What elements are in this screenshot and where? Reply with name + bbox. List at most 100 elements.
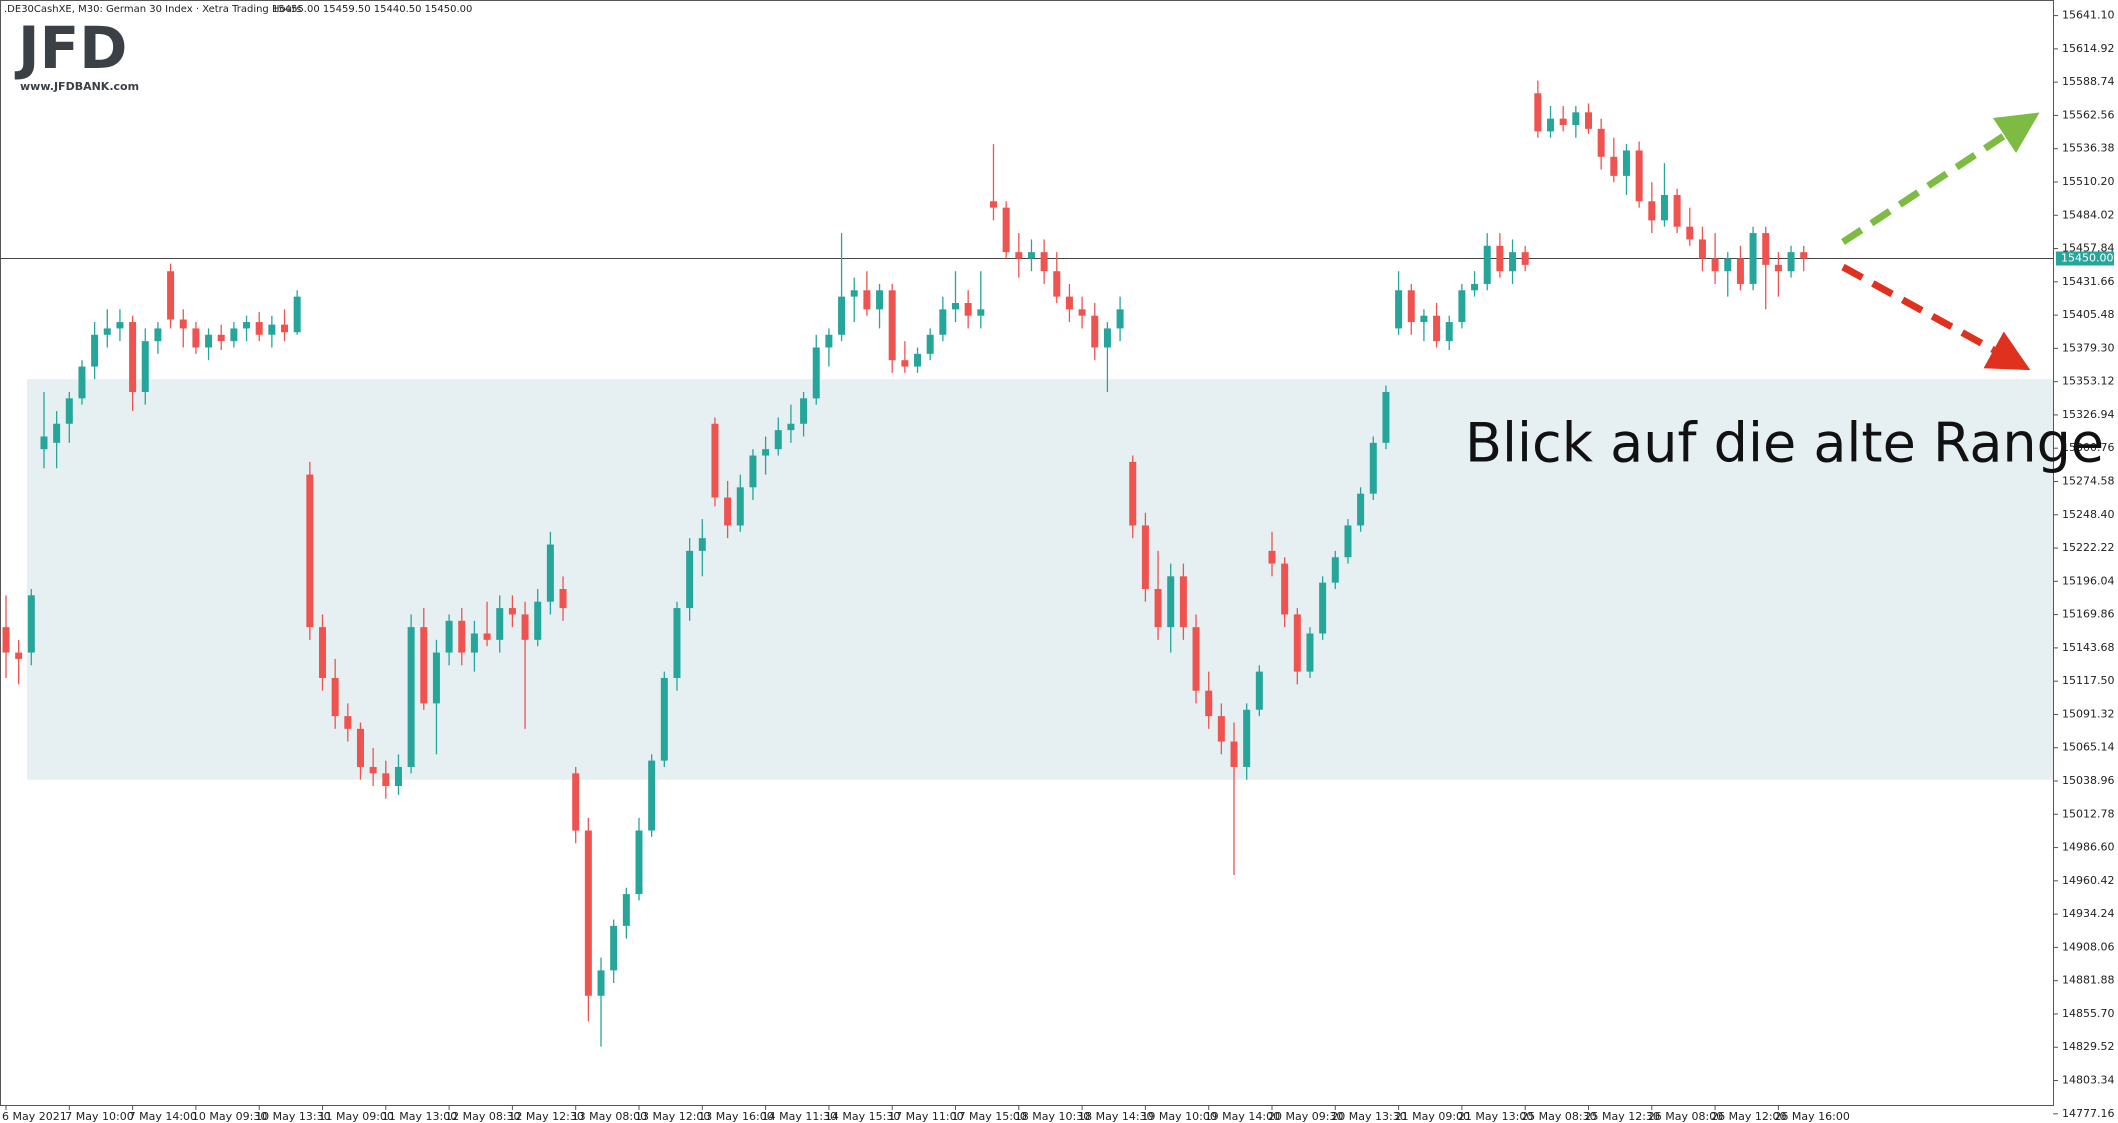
y-tick-label: 14881.88 bbox=[2062, 974, 2115, 987]
candle-body bbox=[838, 296, 846, 335]
candle-body bbox=[1572, 112, 1580, 126]
x-tick-label: 26 May 12:00 bbox=[1711, 1110, 1786, 1123]
candle-body bbox=[686, 550, 694, 609]
candle-body bbox=[306, 474, 314, 628]
candle-body bbox=[1622, 150, 1630, 176]
x-tick-label: 26 May 16:00 bbox=[1774, 1110, 1849, 1123]
candle-body bbox=[1445, 322, 1453, 342]
candle-body bbox=[1015, 252, 1023, 259]
y-tick-label: 15353.12 bbox=[2062, 375, 2115, 388]
x-tick-label: 14 May 15:30 bbox=[825, 1110, 900, 1123]
y-tick-label: 15248.40 bbox=[2062, 508, 2115, 521]
y-tick-label: 15091.32 bbox=[2062, 707, 2115, 720]
x-tick-label: 26 May 08:00 bbox=[1648, 1110, 1723, 1123]
candle-body bbox=[1521, 252, 1529, 265]
y-tick-label: 15326.94 bbox=[2062, 408, 2115, 421]
candle-body bbox=[496, 608, 504, 640]
y-tick-label: 14986.60 bbox=[2062, 841, 2115, 854]
x-tick-label: 12 May 08:30 bbox=[445, 1110, 520, 1123]
candle-body bbox=[939, 309, 947, 335]
x-tick-label: 21 May 09:00 bbox=[1395, 1110, 1470, 1123]
candle-body bbox=[1344, 525, 1352, 558]
candle-body bbox=[356, 728, 364, 767]
candle-body bbox=[1648, 201, 1656, 221]
x-tick-label: 13 May 12:00 bbox=[635, 1110, 710, 1123]
candle-body bbox=[521, 614, 529, 640]
y-tick-label: 15484.02 bbox=[2062, 208, 2115, 221]
candle-body bbox=[508, 608, 516, 615]
y-tick-label: 15222.22 bbox=[2062, 541, 2115, 554]
y-tick-label: 15588.74 bbox=[2062, 75, 2115, 88]
x-tick-label: 20 May 09:30 bbox=[1268, 1110, 1343, 1123]
y-tick-label: 15196.04 bbox=[2062, 574, 2115, 587]
candle-body bbox=[1002, 207, 1010, 253]
candle-body bbox=[1483, 245, 1491, 284]
candle-body bbox=[1610, 156, 1618, 176]
y-tick-label: 15038.96 bbox=[2062, 774, 2115, 787]
x-tick-label: 25 May 08:30 bbox=[1521, 1110, 1596, 1123]
candle-body bbox=[458, 620, 466, 653]
candle-body bbox=[534, 601, 542, 640]
candle-body bbox=[825, 334, 833, 348]
x-tick-label: 25 May 12:30 bbox=[1585, 1110, 1660, 1123]
y-tick-label: 15562.56 bbox=[2062, 108, 2115, 121]
candle-body bbox=[1774, 264, 1782, 272]
candle-body bbox=[952, 302, 959, 310]
candle-body bbox=[1053, 271, 1061, 297]
candle-body bbox=[736, 487, 744, 526]
candle-body bbox=[1686, 226, 1694, 240]
candle-body bbox=[711, 423, 719, 498]
candle-body bbox=[369, 766, 377, 774]
candle-body bbox=[192, 328, 200, 348]
x-tick-label: 18 May 14:30 bbox=[1078, 1110, 1153, 1123]
candle-body bbox=[1243, 709, 1251, 767]
candle-body bbox=[964, 302, 972, 316]
candle-body bbox=[1534, 93, 1542, 132]
x-tick-label: 17 May 15:00 bbox=[952, 1110, 1027, 1123]
candle-body bbox=[648, 760, 656, 831]
x-tick-label: 20 May 13:30 bbox=[1331, 1110, 1406, 1123]
candle-body bbox=[394, 766, 402, 787]
candle-body bbox=[597, 970, 605, 996]
overlay-layer: Blick auf die alte Range JFD www.JFDBANK… bbox=[4, 4, 2104, 475]
candle-body bbox=[1749, 233, 1757, 284]
candle-body bbox=[1585, 112, 1592, 129]
candle-body bbox=[230, 328, 238, 342]
candle-body bbox=[1040, 252, 1048, 272]
candle-body bbox=[483, 633, 491, 640]
candle-body bbox=[2, 627, 10, 653]
candle-body bbox=[1357, 493, 1365, 526]
candle-body bbox=[91, 334, 99, 367]
candle-body bbox=[319, 627, 326, 678]
x-tick-label: 21 May 13:00 bbox=[1458, 1110, 1533, 1123]
candle-body bbox=[863, 290, 871, 310]
candle-body bbox=[1673, 194, 1681, 227]
candle-body bbox=[268, 324, 276, 335]
candle-body bbox=[331, 677, 339, 717]
y-tick-label: 15510.20 bbox=[2062, 175, 2115, 188]
logo: JFD bbox=[14, 14, 127, 82]
candle-body bbox=[27, 595, 35, 653]
y-tick-label: 15274.58 bbox=[2062, 474, 2115, 487]
candle-body bbox=[1293, 614, 1301, 672]
x-tick-label: 19 May 14:00 bbox=[1205, 1110, 1280, 1123]
candle-body bbox=[167, 271, 175, 320]
y-tick-label: 14908.06 bbox=[2062, 940, 2115, 953]
y-tick-label: 15614.92 bbox=[2062, 42, 2115, 55]
y-tick-label: 14855.70 bbox=[2062, 1007, 2115, 1020]
y-tick-label: 15300.76 bbox=[2062, 441, 2115, 454]
x-tick-label: 14 May 11:30 bbox=[762, 1110, 837, 1123]
candle-body bbox=[1711, 258, 1719, 272]
candle-body bbox=[470, 633, 478, 653]
candle-body bbox=[850, 290, 858, 297]
y-tick-label: 15012.78 bbox=[2062, 807, 2115, 820]
y-tick-label: 15457.84 bbox=[2062, 242, 2115, 255]
x-tick-label: 11 May 13:00 bbox=[382, 1110, 457, 1123]
plot-frame bbox=[0, 0, 2054, 1106]
candle-body bbox=[1306, 633, 1314, 672]
candle-body bbox=[1471, 283, 1479, 291]
candle-body bbox=[1154, 589, 1162, 628]
candle-body bbox=[1496, 245, 1504, 272]
x-tick-label: 7 May 10:00 bbox=[65, 1110, 133, 1123]
